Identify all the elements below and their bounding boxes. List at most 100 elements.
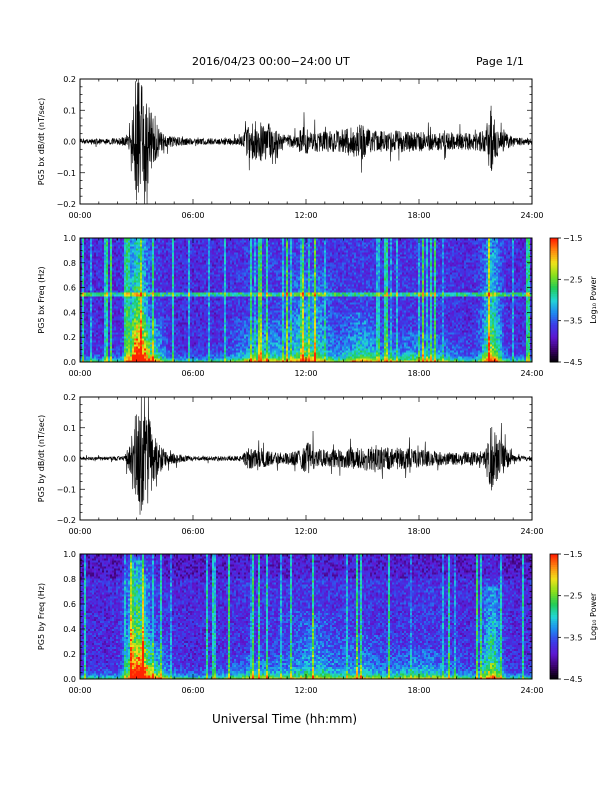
spectrogram-cell <box>284 342 287 345</box>
spectrogram-cell <box>316 324 319 327</box>
spectrogram-cell <box>518 340 521 343</box>
spectrogram-cell <box>316 340 319 343</box>
spectrogram-cell <box>270 332 273 335</box>
spectrogram-cell <box>186 352 189 355</box>
spectrogram-cell <box>290 340 293 343</box>
spectrogram-cell <box>316 336 319 339</box>
spectrogram-cell <box>428 358 431 361</box>
spectrogram-cell <box>478 348 481 351</box>
spectrogram-cell <box>92 354 95 357</box>
spectrogram-cell <box>416 320 419 323</box>
spectrogram-cell <box>398 358 401 361</box>
spectrogram-cell <box>150 338 153 341</box>
spectrogram-cell <box>342 340 345 343</box>
spectrogram-cell <box>170 328 173 331</box>
spectrogram-cell <box>326 358 329 361</box>
spectrogram-cell <box>302 358 305 361</box>
spectrogram-cell <box>334 360 337 363</box>
spectrogram-cell <box>520 360 523 363</box>
spectrogram-cell <box>266 322 269 325</box>
spectrogram-cell <box>248 352 251 355</box>
spectrogram-cell <box>296 322 299 325</box>
spectrogram-cell <box>136 322 139 325</box>
spectrogram-cell <box>396 354 399 357</box>
spectrogram-cell <box>108 324 111 327</box>
spectrogram-cell <box>414 322 417 325</box>
spectrogram-cell <box>262 356 265 359</box>
spectrogram-cell <box>458 346 461 349</box>
spectrogram-cell <box>336 334 339 337</box>
spectrogram-cell <box>414 332 417 335</box>
spectrogram-cell <box>182 322 185 325</box>
spectrogram-cell <box>442 328 445 331</box>
spectrogram-cell <box>212 338 215 341</box>
spectrogram-cell <box>198 330 201 333</box>
spectrogram-cell <box>302 328 305 331</box>
spectrogram-cell <box>390 338 393 341</box>
spectrogram-cell <box>234 352 237 355</box>
spectrogram-cell <box>454 360 457 363</box>
spectrogram-cell <box>174 360 177 363</box>
spectrogram-cell <box>342 348 345 351</box>
spectrogram-cell <box>102 332 105 335</box>
spectrogram-cell <box>502 346 505 349</box>
spectrogram-cell <box>314 346 317 349</box>
spectrogram-cell <box>108 340 111 343</box>
spectrogram-cell <box>288 352 291 355</box>
spectrogram-cell <box>264 326 267 329</box>
spectrogram-cell <box>458 336 461 339</box>
spectrogram-cell <box>358 354 361 357</box>
spectrogram-cell <box>120 358 123 361</box>
spectrogram-cell <box>474 342 477 345</box>
spectrogram-cell <box>358 350 361 353</box>
spectrogram-cell <box>214 360 217 363</box>
spectrogram-cell <box>294 320 297 323</box>
spectrogram-cell <box>338 318 341 321</box>
spectrogram-cell <box>130 318 133 321</box>
spectrogram-cell <box>452 326 455 329</box>
spectrogram-cell <box>184 346 187 349</box>
spectrogram-cell <box>344 328 347 331</box>
spectrogram-cell <box>158 346 161 349</box>
spectrogram-cell <box>516 346 519 349</box>
spectrogram-cell <box>326 346 329 349</box>
spectrogram-cell <box>104 354 107 357</box>
spectrogram-cell <box>118 338 121 341</box>
spectrogram-cell <box>466 360 469 363</box>
spectrogram-cell <box>252 340 255 343</box>
spectrogram-cell <box>140 324 143 327</box>
spectrogram-cell <box>436 338 439 341</box>
spectrogram-cell <box>90 342 93 345</box>
spectrogram-cell <box>374 356 377 359</box>
spectrogram-cell <box>118 324 121 327</box>
spectrogram-cell <box>304 326 307 329</box>
spectrogram-cell <box>496 342 499 345</box>
spectrogram-cell <box>352 330 355 333</box>
spectrogram-cell <box>122 332 125 335</box>
spectrogram-cell <box>490 350 493 353</box>
spectrogram-cell <box>524 352 527 355</box>
spectrogram-cell <box>456 326 459 329</box>
x-tick-label: 24:00 <box>520 211 543 220</box>
spectrogram-cell <box>122 352 125 355</box>
spectrogram-cell <box>420 340 423 343</box>
spectrogram-cell <box>520 352 523 355</box>
spectrogram-cell <box>174 338 177 341</box>
spectrogram-cell <box>166 344 169 347</box>
spectrogram-cell <box>380 338 383 341</box>
spectrogram-cell <box>464 340 467 343</box>
spectrogram-cell <box>102 344 105 347</box>
spectrogram-cell <box>362 340 365 343</box>
spectrogram-cell <box>320 342 323 345</box>
spectrogram-cell <box>406 342 409 345</box>
spectrogram-cell <box>178 336 181 339</box>
spectrogram-cell <box>438 322 441 325</box>
spectrogram-cell <box>254 350 257 353</box>
spectrogram-cell <box>474 346 477 349</box>
spectrogram-cell <box>162 318 165 321</box>
spectrogram-cell <box>444 338 447 341</box>
spectrogram-cell <box>152 358 155 361</box>
spectrogram-cell <box>402 338 405 341</box>
spectrogram-cell <box>398 350 401 353</box>
spectrogram-cell <box>206 326 209 329</box>
